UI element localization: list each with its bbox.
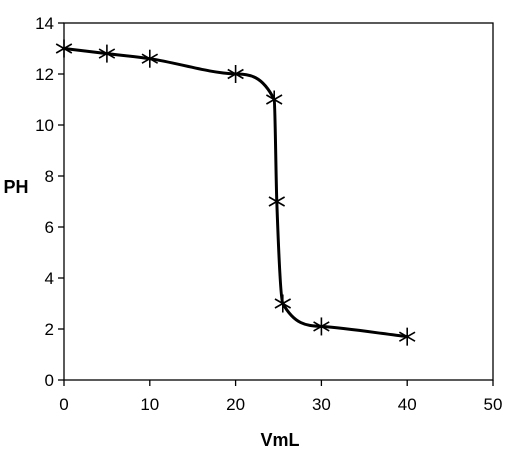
x-tick-label: 10 — [140, 395, 159, 414]
y-tick-label: 14 — [35, 14, 54, 33]
y-tick-label: 10 — [35, 116, 54, 135]
plot-area — [63, 22, 494, 381]
data-point-marker — [227, 65, 244, 83]
data-point-marker — [274, 294, 292, 313]
data-point-marker — [268, 192, 286, 211]
x-tick-label: 40 — [398, 395, 417, 414]
y-tick-label: 6 — [45, 218, 54, 237]
y-tick-label: 4 — [45, 269, 54, 288]
x-tick-label: 50 — [484, 395, 503, 414]
x-tick-label: 30 — [312, 395, 331, 414]
data-point-marker — [141, 49, 159, 68]
x-axis-title: VmL — [260, 430, 299, 450]
data-markers — [55, 39, 416, 346]
y-tick-label: 0 — [45, 371, 54, 390]
y-axis-title: PH — [3, 177, 28, 197]
data-point-marker — [265, 90, 283, 109]
data-point-marker — [398, 327, 416, 346]
data-point-marker — [55, 39, 73, 58]
y-tick-label: 8 — [45, 167, 54, 186]
y-tick-label: 2 — [45, 320, 54, 339]
y-axis: 0 2 4 6 8 10 12 14 — [35, 14, 64, 390]
x-tick-label: 0 — [59, 395, 68, 414]
x-tick-label: 20 — [226, 395, 245, 414]
data-point-marker — [98, 44, 116, 63]
x-axis: 0 10 20 30 40 50 — [59, 380, 502, 414]
y-tick-label: 12 — [35, 65, 54, 84]
data-point-marker — [313, 317, 330, 336]
